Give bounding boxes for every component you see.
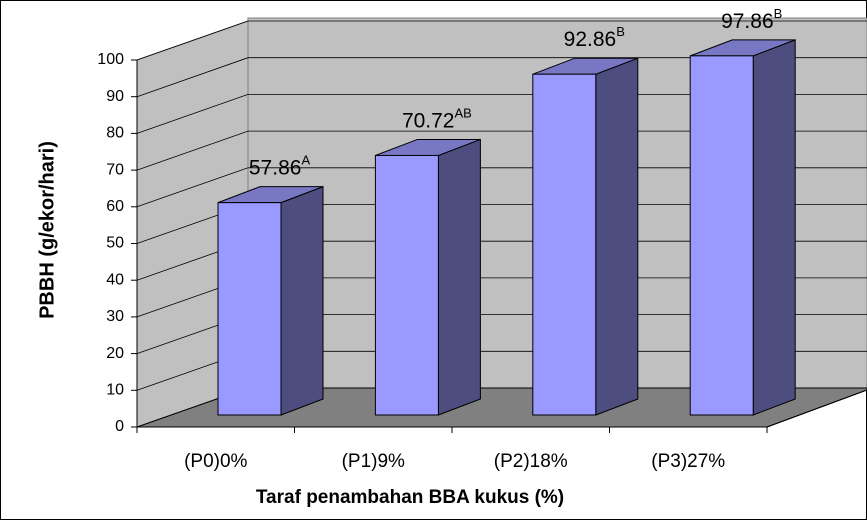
y-tick-label: 0	[115, 418, 124, 435]
bar-side	[595, 57, 639, 416]
grid-line	[136, 20, 867, 61]
y-tick-label: 60	[106, 198, 124, 215]
x-axis-depth	[766, 389, 867, 428]
y-tick-label: 80	[106, 125, 124, 142]
value-label-number: 70.72	[402, 109, 455, 132]
bars	[217, 39, 796, 416]
bar	[374, 154, 439, 416]
y-axis-title: PBBH (g/ekor/hari)	[36, 141, 58, 319]
bar-side	[437, 138, 481, 416]
y-tick-label: 100	[97, 51, 124, 68]
x-tick-label: (P2)18%	[494, 451, 568, 472]
y-tick-label: 30	[106, 308, 124, 325]
x-tick-label: (P0)0%	[184, 451, 247, 472]
y-tick-label: 40	[106, 271, 124, 288]
bar	[532, 73, 597, 416]
y-tick-label: 10	[106, 382, 124, 399]
significance-letter: A	[301, 153, 310, 168]
x-axis-title: Taraf penambahan BBA kukus (%)	[256, 487, 564, 508]
value-label: 92.86B	[564, 24, 625, 51]
grid-line	[136, 167, 867, 208]
y-tick-label: 20	[106, 345, 124, 362]
value-label: 70.72AB	[402, 105, 472, 132]
x-tick-label: (P3)27%	[651, 451, 725, 472]
x-tick-label: (P1)9%	[342, 451, 405, 472]
bar	[689, 55, 754, 416]
value-label: 97.86B	[721, 6, 782, 33]
significance-letter: B	[616, 24, 625, 39]
value-label-number: 57.86	[249, 157, 302, 180]
significance-letter: AB	[455, 105, 472, 120]
value-label-number: 92.86	[564, 28, 617, 51]
grid	[136, 20, 867, 391]
bar	[217, 202, 282, 416]
value-label-number: 97.86	[721, 10, 774, 33]
bar-side	[752, 39, 796, 416]
bar-side	[280, 185, 324, 416]
grid-line	[136, 130, 867, 171]
grid-line	[136, 94, 867, 134]
value-label: 57.86A	[249, 153, 311, 180]
y-tick-label: 50	[106, 235, 124, 252]
y-tick-label: 70	[106, 161, 124, 178]
y-tick-label: 90	[106, 88, 124, 105]
significance-letter: B	[774, 6, 783, 21]
grid-line	[136, 57, 867, 98]
